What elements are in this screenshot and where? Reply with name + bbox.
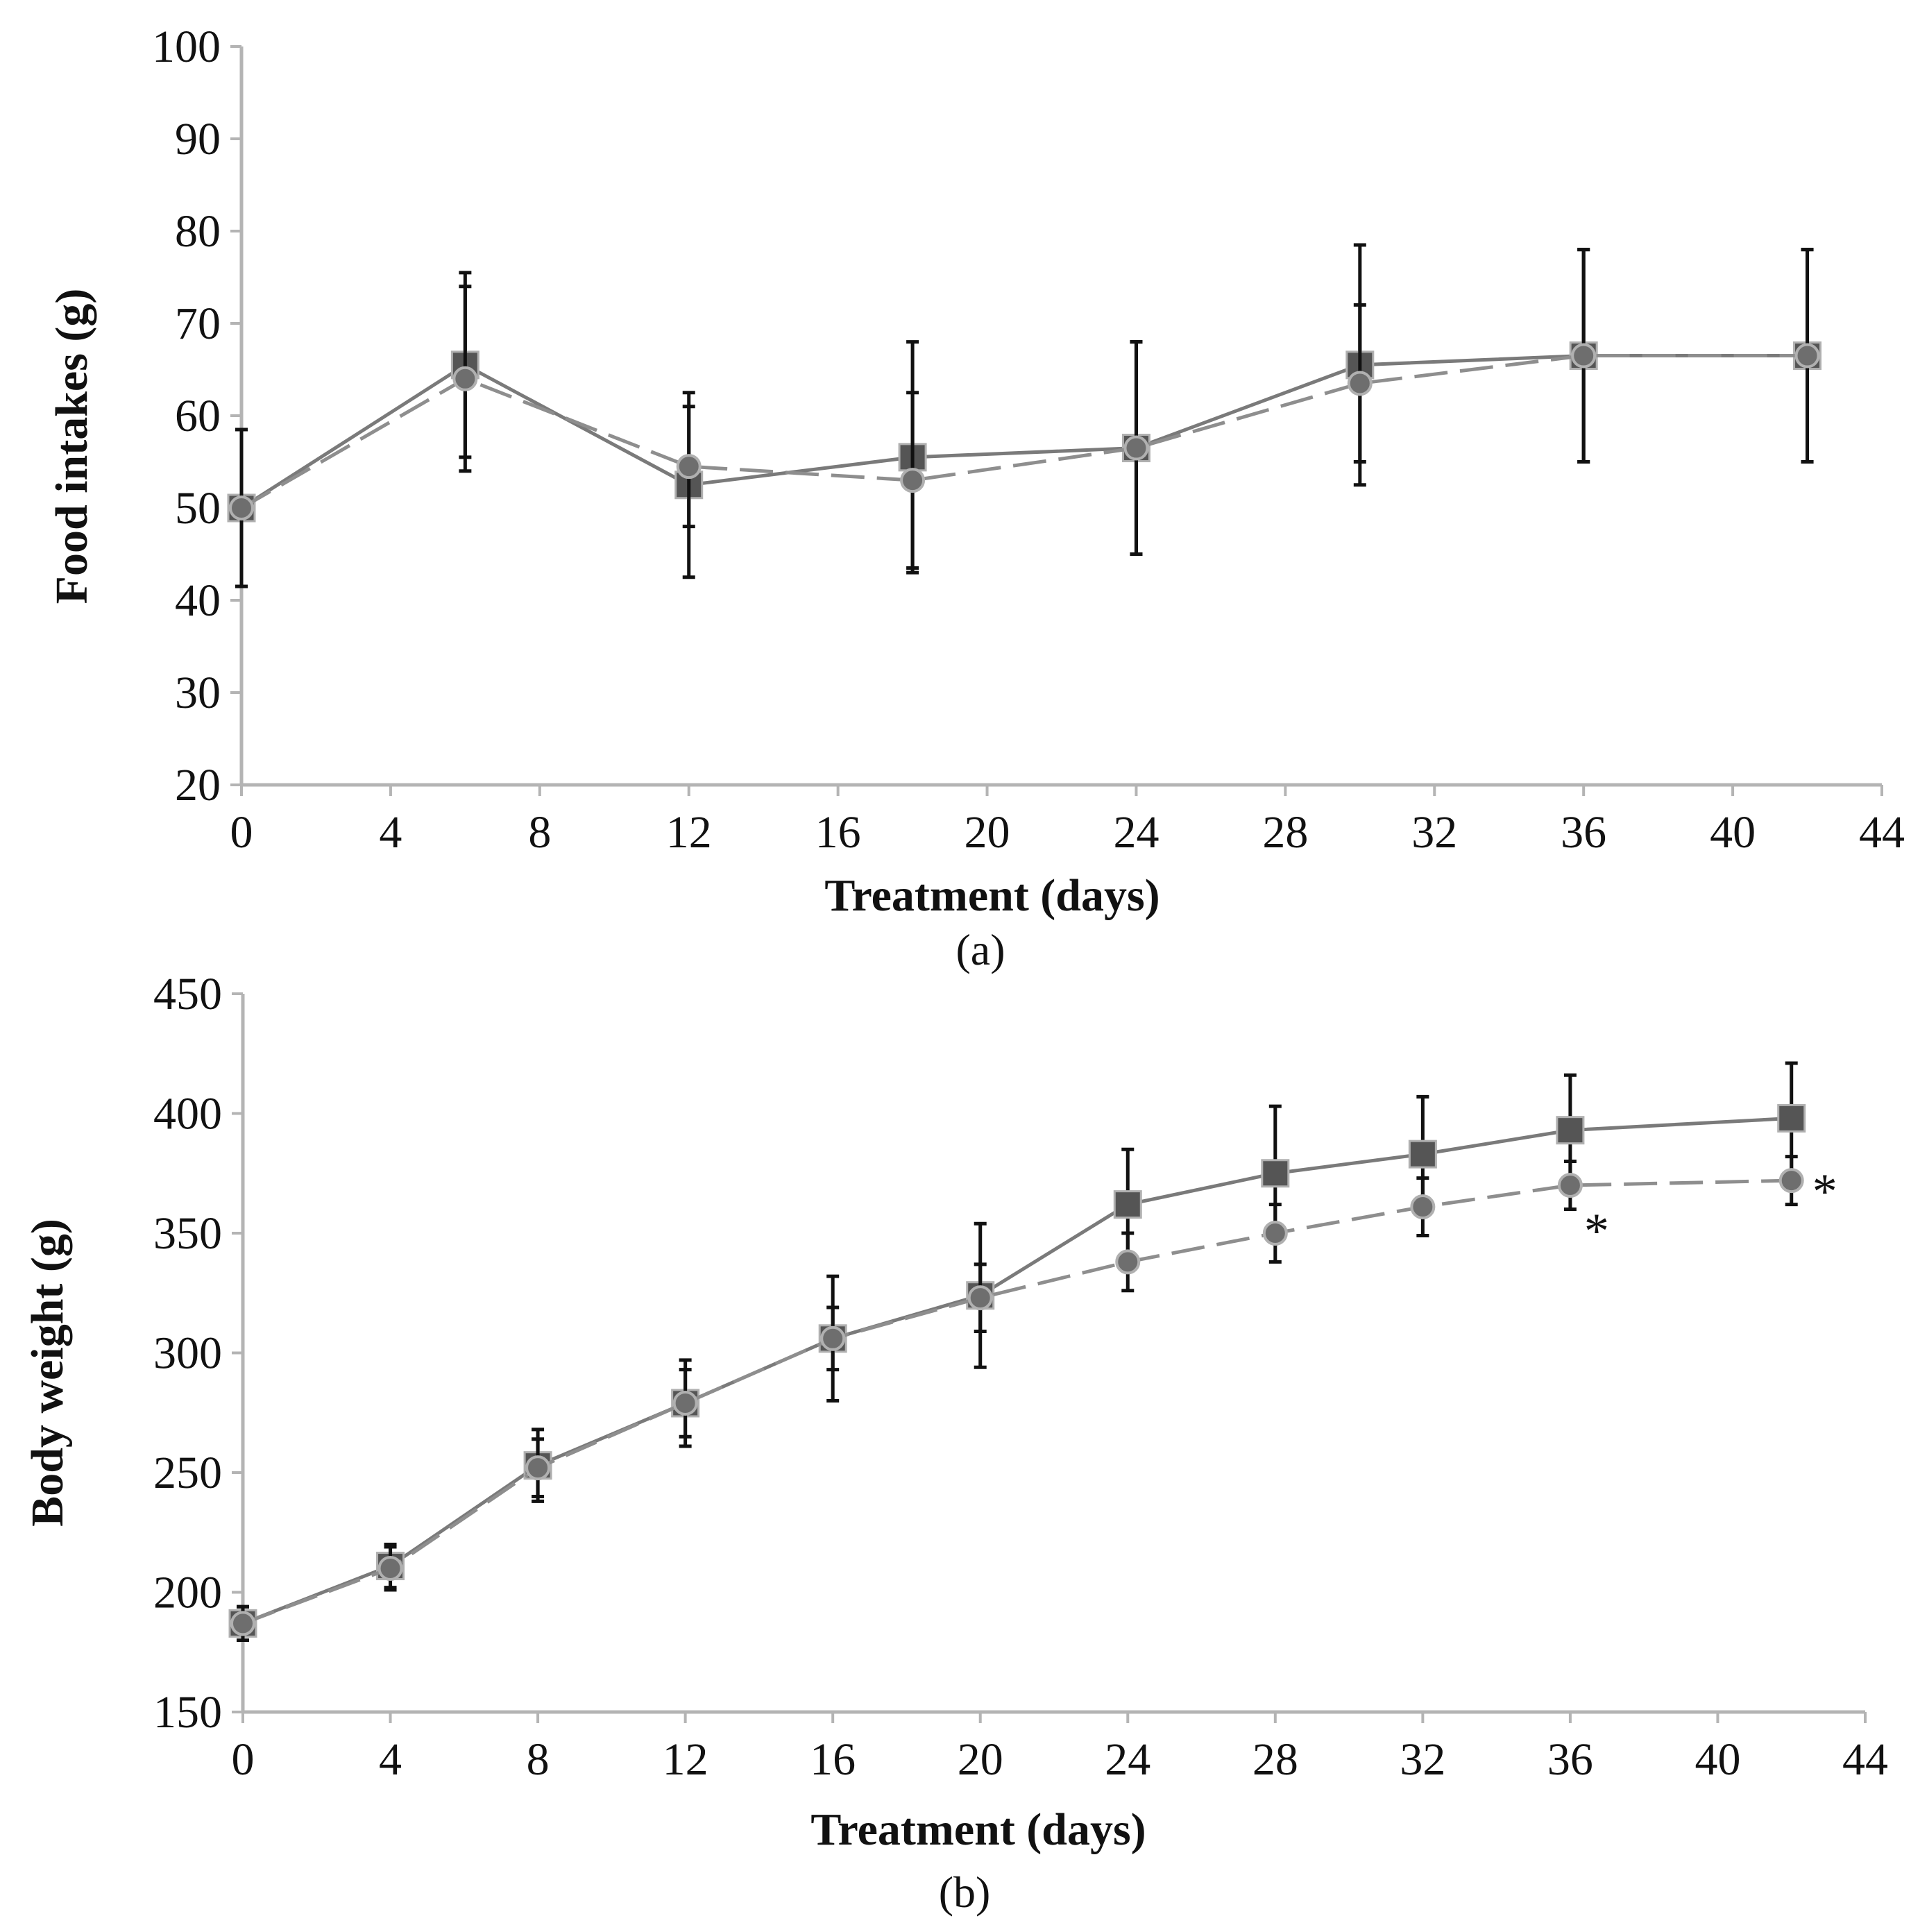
panel-b-x-tick-label: 28 <box>1252 1734 1298 1785</box>
panel-b-go2ka1-point <box>1778 1168 1804 1194</box>
panel-b-control-point <box>1113 1190 1142 1219</box>
panel-b-series <box>228 1061 1806 1642</box>
panel-a-series <box>227 243 1822 588</box>
panel-a-y-tick-label: 80 <box>175 206 221 257</box>
panel-b-x-tick-label: 8 <box>527 1734 550 1785</box>
panel-a-y-axis-title: Food intakes (g) <box>46 289 97 604</box>
panel-b-significance-mark: * <box>1812 1164 1837 1219</box>
panel-a-x-tick-label: 16 <box>815 807 861 858</box>
panel-b-go2ka1-point <box>377 1556 403 1581</box>
panel-b-y-tick-label: 200 <box>153 1568 222 1618</box>
panel-a-x-tick-label: 28 <box>1262 807 1308 858</box>
panel-a-y-tick-label: 70 <box>175 298 221 349</box>
panel-b-x-tick-label: 16 <box>810 1734 856 1785</box>
panel-b-go2ka1-point <box>967 1285 993 1311</box>
panel-a-x-tick-label: 20 <box>965 807 1010 858</box>
panel-b-axes: 150 200 250 300 350 400 450 0 4 8 12 16 20 24 28 32 36 40… <box>153 969 1888 1785</box>
panel-a-y-tick-label: 30 <box>175 668 221 718</box>
panel-a-go2ka1-point <box>452 366 478 391</box>
panel-b-label: (b) <box>939 1867 991 1917</box>
panel-b-body-weight-chart: 150 200 250 300 350 400 450 0 4 8 12 16 20 24 28 32 36 40… <box>22 969 1888 1917</box>
panel-b-series-control <box>228 1061 1806 1642</box>
panel-a-y-tick-label: 100 <box>152 22 221 72</box>
panel-a-axes: 20 30 40 50 60 70 80 90 100 0 4 8 12 16 20 24 28 32 36 40 44 <box>152 22 1905 858</box>
panel-a-series-go2ka1 <box>229 248 1820 588</box>
panel-a-x-tick-label: 36 <box>1561 807 1606 858</box>
panel-b-y-tick-label: 250 <box>153 1448 222 1498</box>
panel-b-control-point <box>1408 1139 1437 1169</box>
panel-b-control-line <box>242 1116 1792 1625</box>
panel-b-x-tick-label: 36 <box>1547 1734 1593 1785</box>
panel-a-go2ka1-line <box>240 354 1808 510</box>
panel-a-control-line <box>240 354 1808 510</box>
panel-a-go2ka1-point <box>229 495 254 520</box>
panel-b-y-tick-label: 450 <box>153 969 222 1019</box>
panel-b-x-tick-label: 0 <box>232 1734 255 1785</box>
panel-a-go2ka1-point <box>1347 371 1373 396</box>
panel-b-control-point <box>1777 1103 1806 1133</box>
panel-b-go2ka1-point <box>230 1611 255 1636</box>
panel-b-go2ka1-point <box>1262 1221 1288 1246</box>
panel-b-x-tick-label: 12 <box>663 1734 708 1785</box>
panel-a-go2ka1-point <box>1794 343 1820 368</box>
panel-b-x-tick-label: 20 <box>958 1734 1003 1785</box>
panel-b-go2ka1-point <box>820 1325 846 1351</box>
panel-b-control-point <box>1556 1116 1585 1145</box>
panel-b-go2ka1-point <box>525 1455 551 1481</box>
panel-a-x-tick-label: 40 <box>1710 807 1756 858</box>
panel-a-go2ka1-point <box>676 454 702 480</box>
panel-b-y-tick-label: 350 <box>153 1208 222 1259</box>
panel-b-x-tick-label: 24 <box>1105 1734 1150 1785</box>
panel-a-x-tick-label: 4 <box>379 807 402 858</box>
panel-a-x-tick-label: 32 <box>1411 807 1457 858</box>
panel-b-y-tick-label: 400 <box>153 1089 222 1139</box>
panel-b-x-tick-label: 44 <box>1842 1734 1888 1785</box>
panel-b-y-tick-label: 150 <box>153 1687 222 1738</box>
panel-a-x-tick-label: 24 <box>1113 807 1159 858</box>
panel-a-x-tick-label: 8 <box>528 807 551 858</box>
panel-a-y-tick-label: 50 <box>175 483 221 534</box>
panel-b-x-tick-label: 40 <box>1695 1734 1740 1785</box>
panel-b-y-tick-label: 300 <box>153 1328 222 1379</box>
panel-b-x-axis-title: Treatment (days) <box>810 1804 1146 1855</box>
panel-a-label: (a) <box>956 925 1005 974</box>
panel-a-go2ka1-point <box>1571 343 1597 368</box>
panel-b-y-axis-title: Body weight (g) <box>22 1219 73 1527</box>
panel-b-series-go2ka1 <box>230 1155 1804 1642</box>
panel-a-x-tick-label: 0 <box>230 807 253 858</box>
panel-a-y-tick-label: 20 <box>175 760 221 811</box>
panel-b-go2ka1-point <box>1410 1194 1436 1220</box>
panel-b-significance-mark: * <box>1584 1203 1609 1259</box>
panel-a-x-tick-label: 44 <box>1859 807 1905 858</box>
panel-b-go2ka1-line <box>242 1178 1792 1625</box>
panel-b-x-tick-label: 4 <box>379 1734 402 1785</box>
panel-b-go2ka1-point <box>672 1390 698 1416</box>
panel-a-food-intake-chart: 20 30 40 50 60 70 80 90 100 0 4 8 12 16 20 24 28 32 36 40 44… <box>46 22 1905 974</box>
panel-a-y-tick-label: 40 <box>175 575 221 626</box>
panel-b-x-tick-label: 32 <box>1400 1734 1445 1785</box>
panel-a-x-tick-label: 12 <box>666 807 712 858</box>
panel-b-go2ka1-point <box>1557 1173 1583 1198</box>
panel-a-go2ka1-point <box>900 468 926 493</box>
panel-b-go2ka1-point <box>1115 1249 1141 1275</box>
panel-a-go2ka1-point <box>1123 435 1149 461</box>
panel-b-control-point <box>1261 1159 1290 1188</box>
panel-a-series-control <box>227 243 1822 588</box>
panel-b-significance-annotations: ** <box>1584 1164 1837 1259</box>
panel-a-y-tick-label: 90 <box>175 114 221 164</box>
panel-a-x-axis-title: Treatment (days) <box>824 870 1160 921</box>
panel-a-y-tick-label: 60 <box>175 391 221 441</box>
